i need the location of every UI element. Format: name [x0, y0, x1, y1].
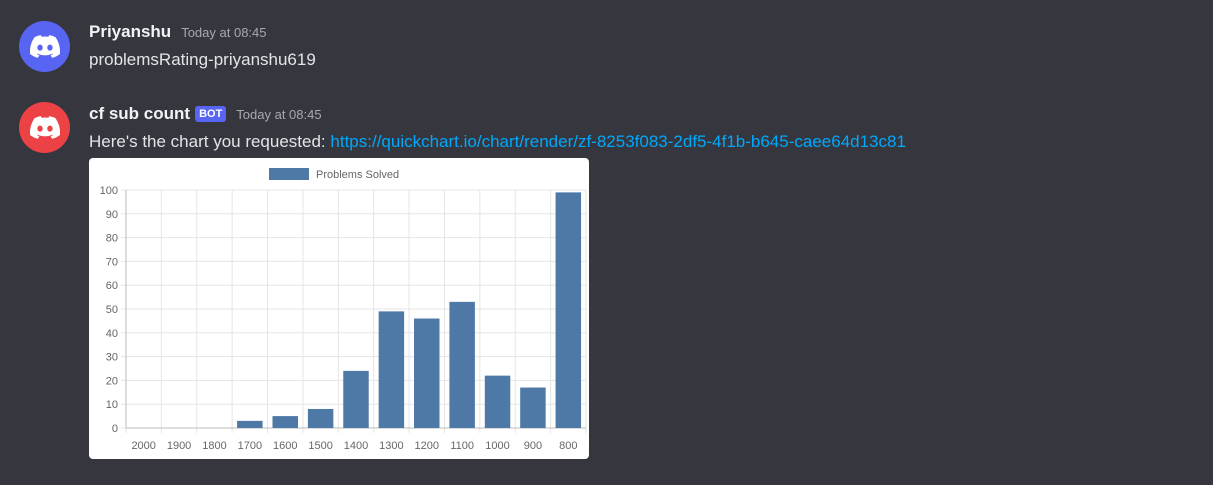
y-tick-label: 90	[106, 209, 118, 221]
y-tick-label: 30	[106, 352, 118, 364]
bar-chart: 0 10 20 30 40 50 60 70 80 90 100 2000 1900 1800 1700 16…	[100, 168, 587, 452]
username[interactable]: Priyanshu	[89, 22, 172, 41]
bar	[520, 387, 546, 428]
discord-logo-icon	[29, 116, 60, 139]
x-tick-label: 1700	[238, 440, 262, 452]
x-tick-label: 1200	[415, 440, 439, 452]
timestamp: Today at 08:45	[236, 107, 322, 122]
discord-logo-icon	[29, 35, 60, 58]
x-tick-label: 1500	[308, 440, 332, 452]
y-tick-label: 70	[106, 256, 118, 268]
message-text: problemsRating-priyanshu619	[89, 50, 316, 69]
y-tick-label: 20	[106, 375, 118, 387]
y-tick-label: 80	[106, 233, 118, 245]
y-tick-label: 40	[106, 328, 118, 340]
message-prefix: Here's the chart you requested:	[89, 132, 331, 151]
bar	[555, 192, 582, 428]
avatar[interactable]	[19, 102, 70, 153]
bot-badge: BOT	[195, 106, 227, 122]
y-tick-label: 0	[112, 423, 118, 435]
x-tick-label: 1000	[485, 440, 509, 452]
message-bot: cf sub count BOT Today at 08:45 Here's t…	[0, 90, 1213, 485]
legend-swatch	[269, 168, 309, 180]
message-text: Here's the chart you requested: https://…	[89, 132, 906, 152]
timestamp: Today at 08:45	[181, 25, 267, 40]
message-header: cf sub count BOT Today at 08:45	[89, 104, 322, 124]
x-tick-label: 1600	[273, 440, 297, 452]
x-tick-label: 1900	[167, 440, 191, 452]
x-tick-label: 900	[524, 440, 542, 452]
x-tick-label: 2000	[131, 440, 155, 452]
chart-link[interactable]: https://quickchart.io/chart/render/zf-82…	[330, 132, 906, 151]
message-priyanshu: Priyanshu Today at 08:45 problemsRating-…	[0, 0, 1213, 90]
message-header: Priyanshu Today at 08:45	[89, 22, 267, 42]
bar	[343, 370, 369, 428]
legend-label: Problems Solved	[316, 169, 399, 181]
bar	[378, 311, 405, 428]
x-tick-label: 1400	[344, 440, 368, 452]
x-tick-label: 1300	[379, 440, 403, 452]
bar	[237, 420, 263, 428]
bar	[414, 318, 440, 428]
x-tick-label: 1800	[202, 440, 226, 452]
y-tick-label: 100	[100, 185, 118, 197]
bar	[449, 301, 475, 428]
username[interactable]: cf sub count	[89, 104, 191, 123]
bar	[307, 408, 334, 428]
avatar[interactable]	[19, 21, 70, 72]
x-tick-label: 1100	[450, 440, 474, 452]
y-tick-label: 60	[106, 280, 118, 292]
y-tick-label: 50	[106, 304, 118, 316]
y-tick-label: 10	[106, 399, 118, 411]
x-tick-label: 800	[559, 440, 577, 452]
chart-attachment[interactable]: 0 10 20 30 40 50 60 70 80 90 100 2000 1900 1800 1700 16…	[89, 158, 589, 459]
bar	[272, 416, 298, 428]
bar	[484, 375, 511, 428]
